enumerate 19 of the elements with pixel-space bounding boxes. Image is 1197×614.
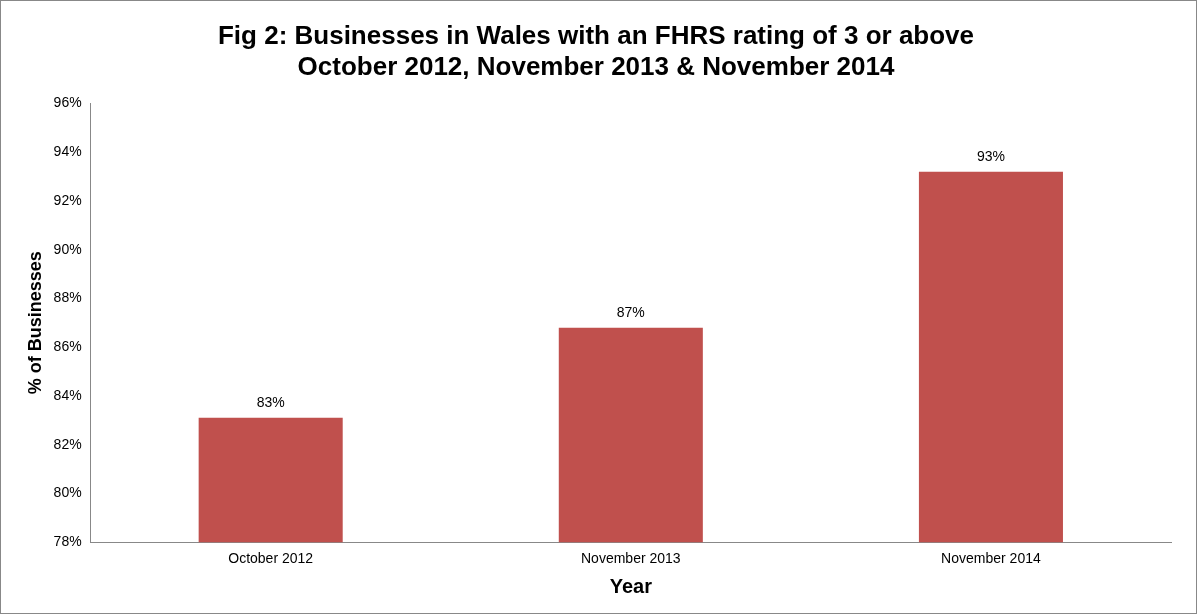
y-tick-label: 94% [53, 143, 82, 160]
y-axis-title: % of Businesses [24, 251, 45, 395]
y-tick-label: 90% [53, 240, 82, 257]
y-tick-label: 78% [53, 533, 82, 550]
y-tick-label: 82% [53, 435, 82, 452]
y-tick-label: 88% [53, 289, 82, 306]
data-label: 83% [256, 393, 285, 410]
x-tick-label: October 2012 [228, 550, 314, 567]
x-tick-label: November 2013 [581, 550, 681, 567]
data-label: 93% [976, 147, 1005, 164]
y-tick-label: 84% [53, 386, 82, 403]
data-label: 87% [616, 303, 645, 320]
y-tick-label: 80% [53, 484, 82, 501]
y-tick-label: 96% [53, 94, 82, 111]
chart-title: Fig 2: Businesses in Wales with an FHRS rating of 3 or above October 2012, November 2013 & November 2014 [217, 19, 975, 81]
x-tick-label: November 2014 [941, 550, 1041, 567]
y-tick-label: 92% [53, 191, 82, 208]
x-axis-title: Year [609, 574, 653, 597]
y-tick-label: 86% [53, 338, 82, 355]
